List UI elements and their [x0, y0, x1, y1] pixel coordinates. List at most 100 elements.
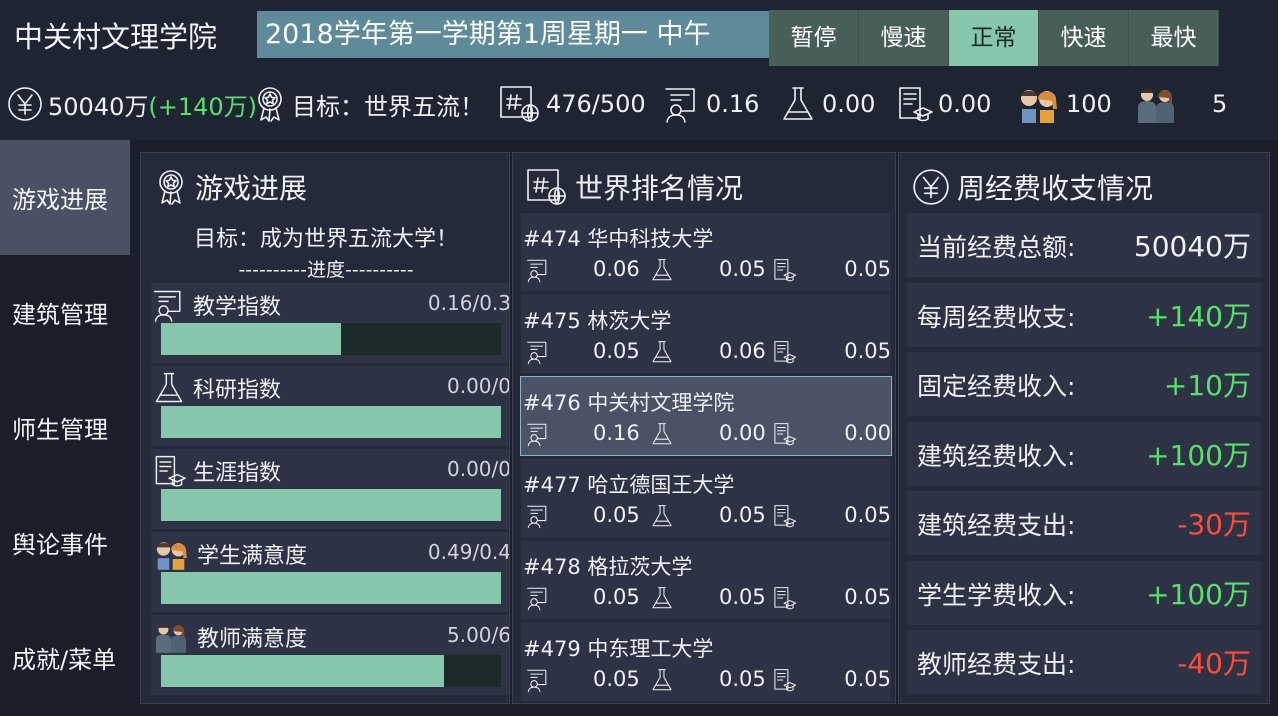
goal-text: 目标：世界五流！ [292, 92, 484, 121]
flask-icon [652, 505, 672, 527]
indicator-label: 教学指数 [193, 295, 282, 320]
teaching-score: 0.06 [593, 257, 640, 281]
speed-pause-button[interactable]: 暂停 [769, 10, 859, 66]
sidebar-item-game-progress[interactable]: 游戏进展 [0, 140, 130, 255]
finance-row: 建筑经费收入: +100万 [907, 421, 1261, 486]
finance-label: 每周经费收支: [917, 302, 1076, 332]
progress-bar [161, 406, 501, 438]
world-ranking-panel: 世界排名情况 #474 华中科技大学 0.06 0.05 0.05 #475 林茨大学 0… [512, 152, 896, 704]
finance-label: 固定经费收入: [917, 372, 1076, 401]
ranking-board-icon [527, 169, 566, 205]
panel-title: 周经费收支情况 [957, 172, 1154, 205]
indicator-value: 0.00/0 [447, 457, 510, 481]
research-score: 0.00 [719, 421, 766, 445]
finance-value: -30万 [1177, 508, 1251, 541]
flask-icon [652, 669, 672, 691]
teaching-icon [665, 88, 695, 123]
research-score: 0.05 [719, 585, 766, 609]
ranking-metrics: 0.06 0.05 0.05 [525, 255, 891, 285]
indicator-career: 生涯指数 0.00/0 [151, 449, 510, 529]
stat-students: 100 [1014, 80, 1112, 128]
speed-slow-button[interactable]: 慢速 [859, 10, 949, 66]
progress-bar-fill [161, 572, 501, 604]
university-rank-name: #474 华中科技大学 [523, 227, 714, 251]
career-score: 0.05 [844, 257, 891, 281]
finance-row: 当前经费总额: 50040万 [907, 213, 1261, 277]
career-score: 0.05 [844, 339, 891, 363]
progress-bar-fill [161, 406, 501, 438]
speed-fast-button[interactable]: 快速 [1039, 10, 1129, 66]
rank-value: 476/500 [546, 90, 646, 118]
finance-row: 建筑经费支出: -30万 [907, 491, 1261, 555]
indicator-teacher-satisfaction: 教师满意度 5.00/6 [151, 615, 510, 695]
indicator-student-satisfaction: 学生满意度 0.49/0.4 [151, 532, 509, 612]
ranking-board-icon [500, 86, 539, 122]
ranking-metrics: 0.05 0.06 0.05 [525, 337, 891, 367]
finance-label: 当前经费总额: [917, 233, 1076, 262]
progress-bar [161, 572, 501, 604]
teaching-score: 0.05 [593, 585, 640, 609]
sidebar: 游戏进展 建筑管理 师生管理 舆论事件 成就/菜单 [0, 140, 130, 716]
teaching-score: 0.05 [593, 339, 640, 363]
game-progress-panel: 游戏进展 目标：成为世界五流大学！ ----------进度----------… [140, 152, 510, 704]
university-rank-name: #475 林茨大学 [523, 309, 672, 333]
career-value: 0.00 [938, 90, 992, 118]
ranking-row: #478 格拉茨大学 0.05 0.05 0.05 [521, 541, 891, 619]
career-score: 0.05 [844, 585, 891, 609]
indicator-label: 生涯指数 [193, 461, 282, 486]
teaching-icon [527, 259, 547, 283]
university-rank-name: #477 哈立德国王大学 [523, 473, 735, 497]
students-icon [1021, 90, 1057, 123]
flask-icon [783, 87, 813, 120]
indicator-research: 科研指数 0.00/0 [151, 366, 509, 446]
stat-money: 50040万 (+140万) [6, 80, 257, 128]
finance-value: +100万 [1146, 438, 1251, 472]
ranking-metrics: 0.05 0.05 0.05 [525, 665, 891, 695]
indicator-value: 0.16/0.3 [427, 291, 510, 315]
teaching-icon [153, 290, 181, 322]
stat-goal: 目标：世界五流！ [252, 80, 484, 128]
teaching-value: 0.16 [706, 90, 760, 118]
game-progress-title: 游戏进展 [153, 167, 307, 207]
teaching-score: 0.16 [593, 421, 640, 445]
finance-value: +100万 [1146, 577, 1251, 611]
ranking-metrics: 0.05 0.05 0.05 [525, 501, 891, 531]
research-value: 0.00 [822, 90, 876, 118]
ranking-row: #477 哈立德国王大学 0.05 0.05 0.05 [521, 459, 891, 537]
progress-bar-fill [161, 655, 445, 687]
teaching-score: 0.05 [593, 667, 640, 691]
progress-bar [161, 655, 501, 687]
indicator-label: 科研指数 [193, 378, 282, 403]
weekly-finance-panel: 周经费收支情况 当前经费总额: 50040万 每周经费收支: +140万 固定经费收入:… [898, 152, 1270, 704]
sidebar-item-public-opinion[interactable]: 舆论事件 [12, 531, 108, 559]
ranking-row: #476 中关村文理学院 0.16 0.00 0.00 [520, 376, 892, 456]
finance-label: 建筑经费收入: [917, 441, 1076, 471]
research-score: 0.06 [719, 339, 766, 363]
finance-value: 50040万 [1133, 230, 1251, 263]
ranking-row: #475 林茨大学 0.05 0.06 0.05 [521, 295, 891, 373]
finance-row: 教师经费支出: -40万 [907, 630, 1261, 694]
stat-research: 0.00 [778, 80, 875, 128]
teaching-icon [527, 505, 547, 529]
teachers-value: 5 [1212, 90, 1228, 118]
teachers-icon [156, 624, 186, 653]
medal-icon [258, 87, 282, 122]
research-score: 0.05 [719, 667, 766, 691]
speed-normal-button[interactable]: 正常 [949, 10, 1039, 66]
flask-icon [155, 372, 183, 403]
sidebar-item-building-management[interactable]: 建筑管理 [12, 301, 108, 329]
career-icon [774, 669, 797, 692]
students-value: 100 [1066, 90, 1112, 118]
panel-title: 游戏进展 [195, 172, 308, 205]
sidebar-item-achievements-menu[interactable]: 成就/菜单 [12, 646, 117, 674]
career-icon [155, 455, 186, 487]
sidebar-item-staff-student-management[interactable]: 师生管理 [12, 416, 108, 444]
indicator-value: 5.00/6 [447, 623, 510, 647]
top-bar: 中关村文理学院 2018学年第一学期第1周星期一 中午 暂停 慢速 正常 快速 … [0, 0, 1278, 140]
indicator-label: 学生满意度 [197, 544, 308, 569]
money-value: 50040万 [48, 92, 149, 121]
world-ranking-title: 世界排名情况 [525, 167, 743, 207]
speed-fastest-button[interactable]: 最快 [1129, 10, 1219, 66]
yen-icon [913, 169, 949, 205]
flask-icon [652, 587, 672, 609]
